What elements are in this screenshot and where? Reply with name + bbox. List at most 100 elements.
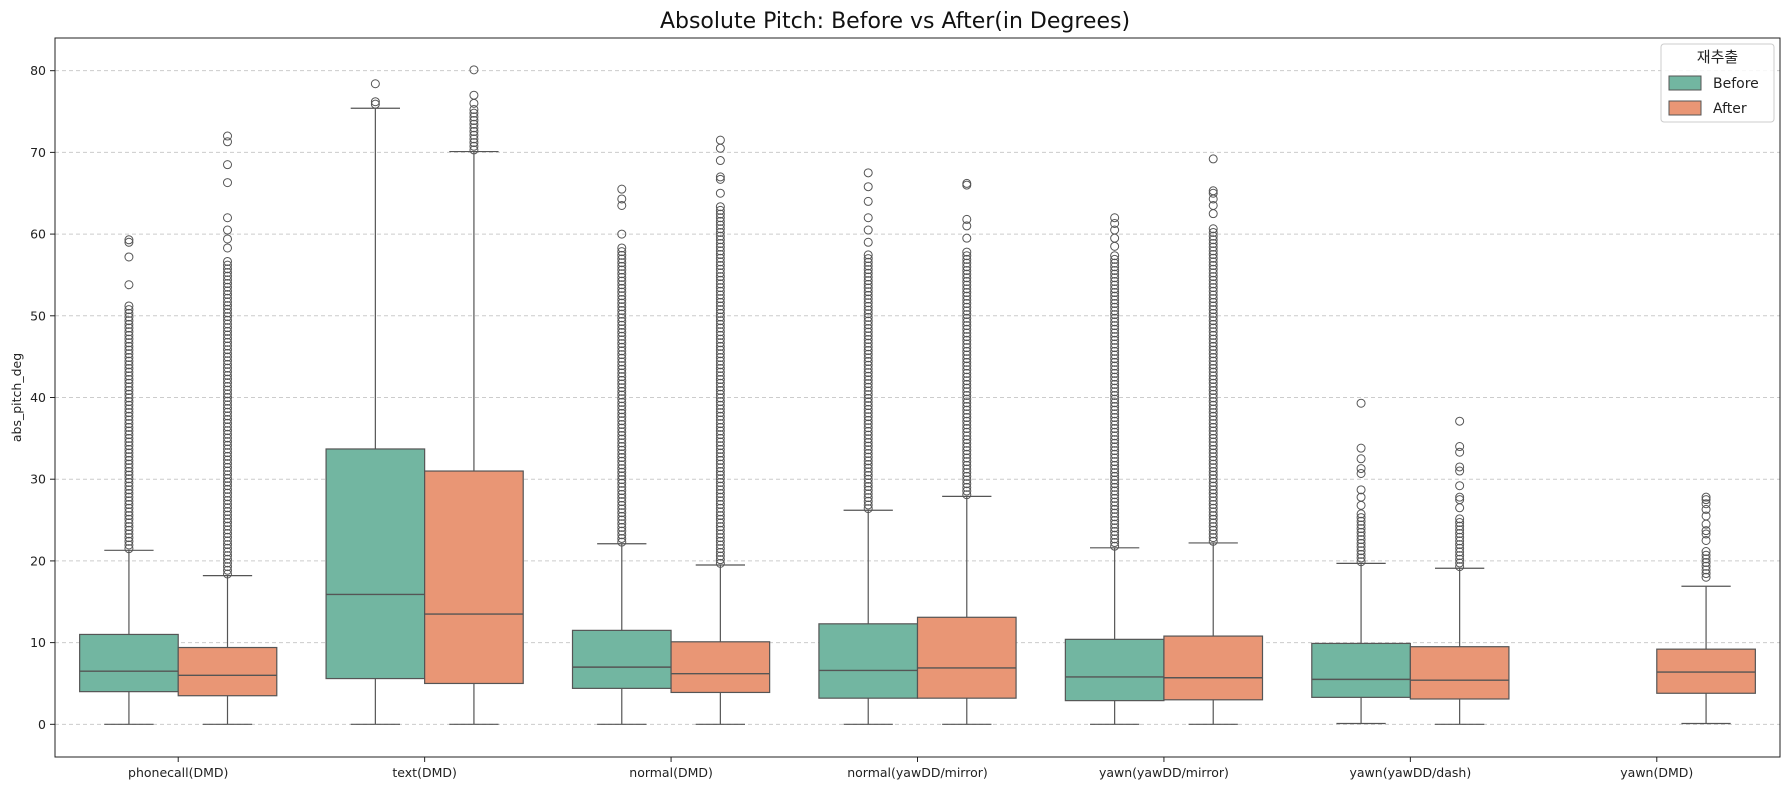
outlier-point (962, 479, 972, 489)
outlier-point (617, 294, 627, 304)
outlier-point (223, 286, 232, 296)
outlier-point (1208, 485, 1218, 495)
outlier-point (223, 243, 232, 253)
outlier-point (962, 214, 972, 224)
outlier-point (1208, 448, 1218, 458)
outlier-point (715, 433, 725, 443)
outlier-point (863, 237, 873, 247)
outlier-point (469, 123, 479, 133)
outlier-point (863, 434, 873, 444)
outlier-point (223, 312, 232, 322)
outlier-point (124, 536, 134, 546)
outlier-point (1356, 535, 1366, 545)
outlier-point (1208, 375, 1218, 385)
outlier-point (715, 386, 725, 396)
outlier-point (962, 321, 972, 331)
outlier-point (715, 397, 725, 407)
outlier-point (962, 335, 972, 345)
outlier-point (863, 412, 873, 422)
outlier-point (1110, 387, 1120, 397)
outlier-point (223, 455, 232, 465)
outlier-point (124, 411, 134, 421)
outlier-point (617, 250, 627, 260)
outlier-point (617, 438, 627, 448)
outlier-point (617, 302, 627, 312)
outlier-point (1110, 276, 1120, 286)
outlier-point (962, 383, 972, 393)
outlier-point (1208, 272, 1218, 282)
iqr-box (1064, 638, 1165, 702)
outlier-point (863, 448, 873, 458)
outlier-point (124, 352, 134, 362)
outlier-point (962, 265, 972, 275)
outlier-point (223, 359, 232, 369)
outlier-point (223, 225, 232, 235)
outlier-point (223, 323, 232, 333)
outlier-point (617, 449, 627, 459)
outlier-point (715, 470, 725, 480)
outlier-point (124, 511, 134, 521)
outlier-point (1208, 511, 1218, 521)
outlier-point (863, 401, 873, 411)
outlier-point (124, 338, 134, 348)
outlier-point (124, 422, 134, 432)
outlier-point (617, 456, 627, 466)
outlier-point (1110, 339, 1120, 349)
outlier-point (715, 525, 725, 535)
outlier-point (863, 500, 873, 510)
outlier-point (617, 522, 627, 532)
outlier-point (617, 194, 627, 204)
outlier-point (715, 514, 725, 524)
outlier-point (962, 460, 972, 470)
outlier-point (962, 302, 972, 312)
outlier-point (1208, 371, 1218, 381)
outlier-point (124, 522, 134, 532)
outlier-point (1110, 288, 1120, 298)
box-before (1064, 213, 1165, 725)
outlier-point (715, 316, 725, 326)
outlier-point (863, 364, 873, 374)
outlier-point (617, 383, 627, 393)
outlier-point (1208, 345, 1218, 355)
outlier-point (1208, 404, 1218, 414)
outlier-point (1208, 466, 1218, 476)
outlier-point (863, 390, 873, 400)
outlier-point (124, 540, 134, 550)
outlier-point (617, 478, 627, 488)
outlier-point (715, 264, 725, 274)
outlier-point (715, 463, 725, 473)
x-tick-label: yawn(DMD) (1620, 765, 1693, 780)
outlier-point (715, 529, 725, 539)
outlier-point (962, 361, 972, 371)
outlier-point (962, 457, 972, 467)
outlier-point (617, 368, 627, 378)
outlier-point (124, 481, 134, 491)
outlier-point (1208, 522, 1218, 532)
outlier-point (1208, 463, 1218, 473)
outlier-point (962, 398, 972, 408)
outlier-point (863, 298, 873, 308)
outlier-point (715, 503, 725, 513)
outlier-point (863, 426, 873, 436)
outlier-point (1110, 350, 1120, 360)
outlier-point (617, 320, 627, 330)
outlier-point (1110, 501, 1120, 511)
outlier-point (1208, 308, 1218, 318)
outlier-point (1208, 224, 1218, 234)
outlier-point (1110, 460, 1120, 470)
outlier-point (962, 394, 972, 404)
outlier-point (715, 216, 725, 226)
outlier-point (124, 492, 134, 502)
outlier-point (124, 308, 134, 318)
outlier-point (124, 474, 134, 484)
outlier-point (370, 99, 380, 109)
x-tick-label: normal(yawDD/mirror) (847, 765, 988, 780)
outlier-point (1110, 538, 1120, 548)
outlier-point (962, 427, 972, 437)
outlier-point (223, 213, 232, 223)
outlier-point (1208, 200, 1218, 210)
outlier-point (1701, 561, 1711, 571)
outlier-point (223, 260, 232, 270)
outlier-point (715, 367, 725, 377)
outlier-point (223, 466, 232, 476)
